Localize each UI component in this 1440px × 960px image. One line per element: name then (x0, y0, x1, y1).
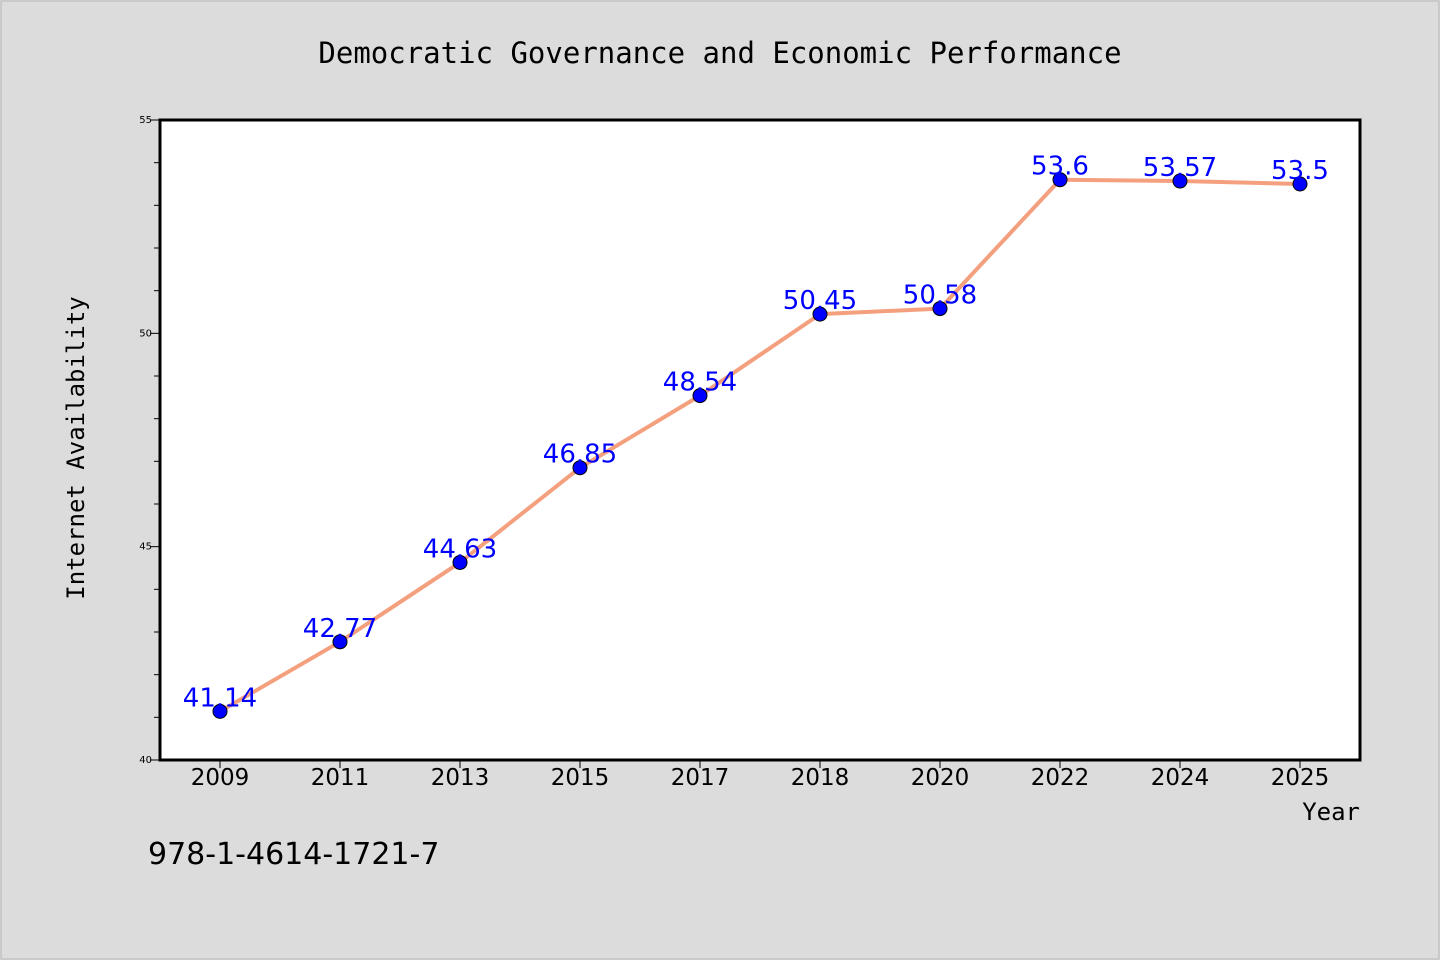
y-axis-tick-labels: 40 45 50 55 (139, 115, 152, 766)
y-tick-label: 55 (139, 115, 152, 126)
data-point (1172, 173, 1188, 189)
x-tick-label: 2015 (551, 765, 610, 791)
x-tick-label: 2025 (1271, 765, 1330, 791)
data-label: 50.45 (783, 286, 857, 316)
x-tick-label: 2011 (311, 765, 370, 791)
series-line (218, 177, 1302, 714)
x-tick-label: 2020 (911, 765, 970, 791)
data-label: 53.57 (1143, 153, 1217, 183)
plot-area (160, 120, 1360, 760)
y-tick-label: 45 (139, 542, 152, 553)
data-labels: 41.14 42.77 44.63 46.85 48.54 50.45 50.58 53.6 5… (183, 152, 1329, 714)
data-point (452, 554, 468, 570)
x-tick-label: 2024 (1151, 765, 1210, 791)
x-tick-label: 2013 (431, 765, 490, 791)
chart-title: Democratic Governance and Economic Perfo… (318, 36, 1121, 70)
data-point (1292, 176, 1308, 192)
plot-frame (158, 118, 1362, 762)
data-label: 53.6 (1031, 152, 1089, 182)
x-tick-label: 2017 (671, 765, 730, 791)
data-point (692, 388, 708, 404)
y-axis-title: Internet Availability (62, 296, 90, 599)
x-tick-label: 2018 (791, 765, 850, 791)
data-point (212, 703, 228, 719)
isbn-footer: 978-1-4614-1721-7 (148, 837, 439, 872)
x-axis-title: Year (1302, 798, 1360, 826)
data-point (1052, 172, 1068, 188)
data-label: 46.85 (543, 440, 617, 470)
y-tick-label: 40 (139, 755, 152, 766)
data-label: 48.54 (663, 368, 737, 398)
y-tick-label: 50 (139, 328, 152, 339)
data-label: 42.77 (303, 614, 377, 644)
data-label: 53.5 (1271, 156, 1329, 186)
x-tick-label: 2022 (1031, 765, 1090, 791)
data-point (932, 301, 948, 317)
x-tick-label: 2009 (191, 765, 250, 791)
series-markers (212, 172, 1308, 719)
data-label: 50.58 (903, 281, 977, 311)
x-axis-tick-labels: 2009 2011 2013 2015 2017 2018 2020 2022 2024 2025 (191, 765, 1330, 791)
data-label: 44.63 (423, 534, 497, 564)
data-point (332, 634, 348, 650)
data-label: 41.14 (183, 683, 257, 713)
data-point (572, 460, 588, 476)
data-point (812, 306, 828, 322)
